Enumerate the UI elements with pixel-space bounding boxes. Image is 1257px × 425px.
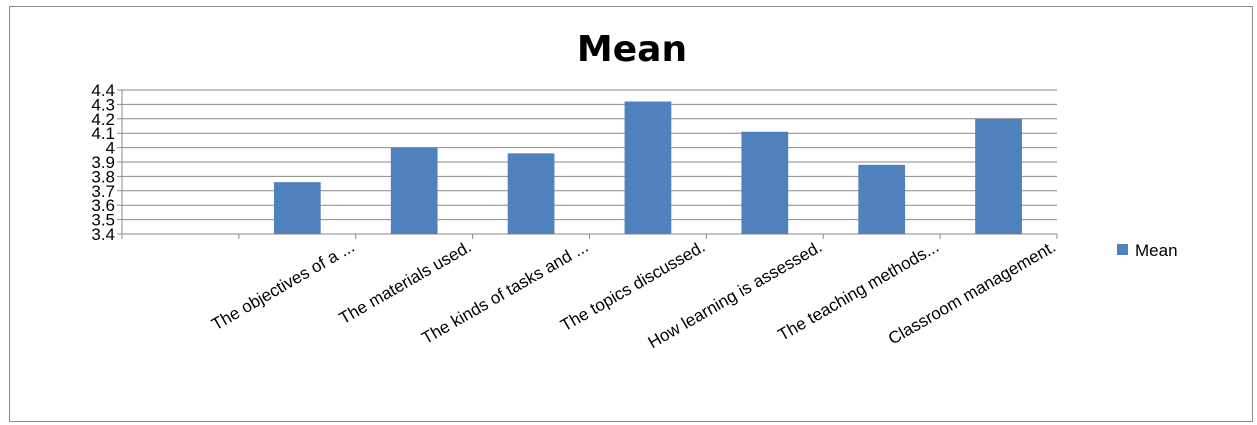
y-tick-label: 3.5 (91, 211, 115, 230)
bar (741, 131, 789, 234)
y-tick-label: 3.4 (91, 225, 115, 244)
y-tick-label: 3.8 (91, 167, 115, 186)
legend-swatch-mean (1117, 244, 1128, 255)
chart-title: Mean (577, 29, 687, 70)
bar (390, 147, 438, 234)
x-category-label: The objectives of a ... (208, 237, 357, 334)
y-tick-label: 3.7 (91, 182, 115, 201)
bar (858, 164, 906, 234)
gridlines (122, 89, 1057, 235)
bar (273, 182, 321, 234)
axes (121, 90, 1058, 239)
y-tick-label: 4 (106, 139, 115, 158)
bars (273, 101, 1022, 235)
y-tick-label: 4.2 (91, 110, 115, 129)
y-tick-label: 4.3 (91, 95, 115, 114)
bar (507, 153, 555, 234)
y-tick-label: 4.4 (91, 81, 115, 100)
y-tick-label: 4.1 (91, 124, 115, 143)
legend: Mean (1117, 241, 1178, 260)
y-axis-ticks: 3.43.53.63.73.83.944.14.24.34.4 (91, 81, 122, 244)
x-axis-labels: The objectives of a ...The materials use… (208, 237, 1059, 352)
y-tick-label: 3.6 (91, 196, 115, 215)
bar (975, 118, 1022, 234)
legend-label-mean: Mean (1135, 241, 1178, 260)
bar (624, 101, 672, 235)
y-tick-label: 3.9 (91, 153, 115, 172)
